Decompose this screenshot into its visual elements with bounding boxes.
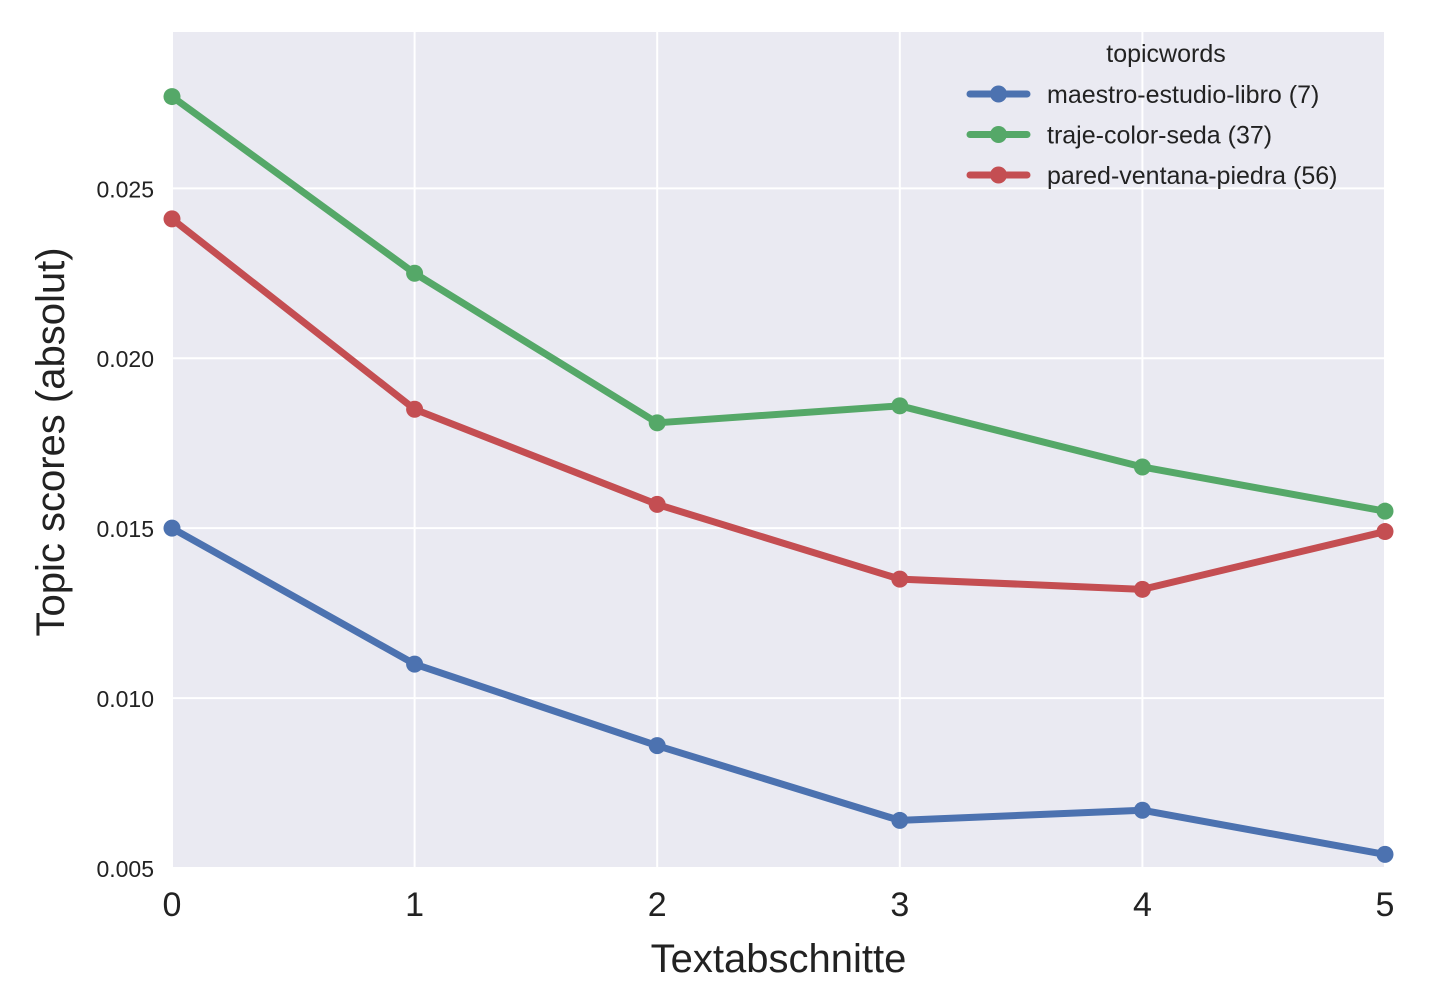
data-point [1376, 523, 1394, 541]
legend-item: maestro-estudio-libro (7) [966, 81, 1319, 109]
legend-item: traje-color-seda (37) [966, 122, 1272, 150]
y-tick-label: 0.005 [96, 856, 154, 882]
y-axis-ticks: 0.005 0.010 0.015 0.020 0.025 [96, 176, 154, 882]
series-maestro-estudio-libro [163, 519, 1394, 863]
data-point [1376, 845, 1394, 863]
data-point [648, 495, 666, 513]
data-point [648, 737, 666, 755]
data-point [163, 88, 181, 106]
plot-area [172, 32, 1385, 868]
data-point [1133, 458, 1151, 476]
data-point [1133, 801, 1151, 819]
data-point [163, 519, 181, 537]
data-point [1376, 502, 1394, 520]
y-tick-label: 0.020 [96, 346, 154, 372]
legend-item: pared-ventana-piedra (56) [966, 162, 1337, 190]
x-tick-label: 3 [890, 886, 909, 924]
data-point [406, 400, 424, 418]
series-lines [163, 88, 1394, 863]
series-line [168, 524, 1389, 858]
data-point [1133, 580, 1151, 598]
series-line [168, 215, 1389, 593]
data-point [648, 414, 666, 432]
y-tick-label: 0.015 [96, 516, 154, 542]
x-tick-label: 2 [648, 886, 667, 924]
legend-title: topicwords [1106, 40, 1226, 68]
data-point [891, 811, 909, 829]
x-tick-label: 5 [1376, 886, 1395, 924]
grid-lines [171, 32, 1386, 869]
x-tick-label: 4 [1133, 886, 1152, 924]
data-point [891, 570, 909, 588]
y-axis-label: Topic scores (absolut) [29, 247, 73, 636]
data-point [406, 264, 424, 282]
series-line [168, 93, 1389, 515]
x-tick-label: 1 [405, 886, 424, 924]
legend-marker [990, 166, 1007, 184]
legend-marker [990, 85, 1007, 103]
y-tick-label: 0.010 [96, 686, 154, 712]
series-traje-color-seda [163, 88, 1394, 520]
legend-label: pared-ventana-piedra (56) [1047, 162, 1337, 190]
legend: topicwords maestro-estudio-libro (7) traj… [966, 40, 1337, 190]
legend-label: maestro-estudio-libro (7) [1047, 81, 1319, 109]
legend-label: traje-color-seda (37) [1047, 122, 1272, 150]
data-point [163, 210, 181, 228]
x-tick-label: 0 [163, 886, 182, 924]
data-point [891, 397, 909, 415]
series-pared-ventana-piedra [163, 210, 1394, 598]
legend-marker [990, 126, 1007, 143]
x-axis-ticks: 0 1 2 3 4 5 [163, 886, 1395, 924]
y-tick-label: 0.025 [96, 176, 154, 202]
x-axis-label: Textabschnitte [651, 937, 907, 981]
data-point [406, 655, 424, 673]
